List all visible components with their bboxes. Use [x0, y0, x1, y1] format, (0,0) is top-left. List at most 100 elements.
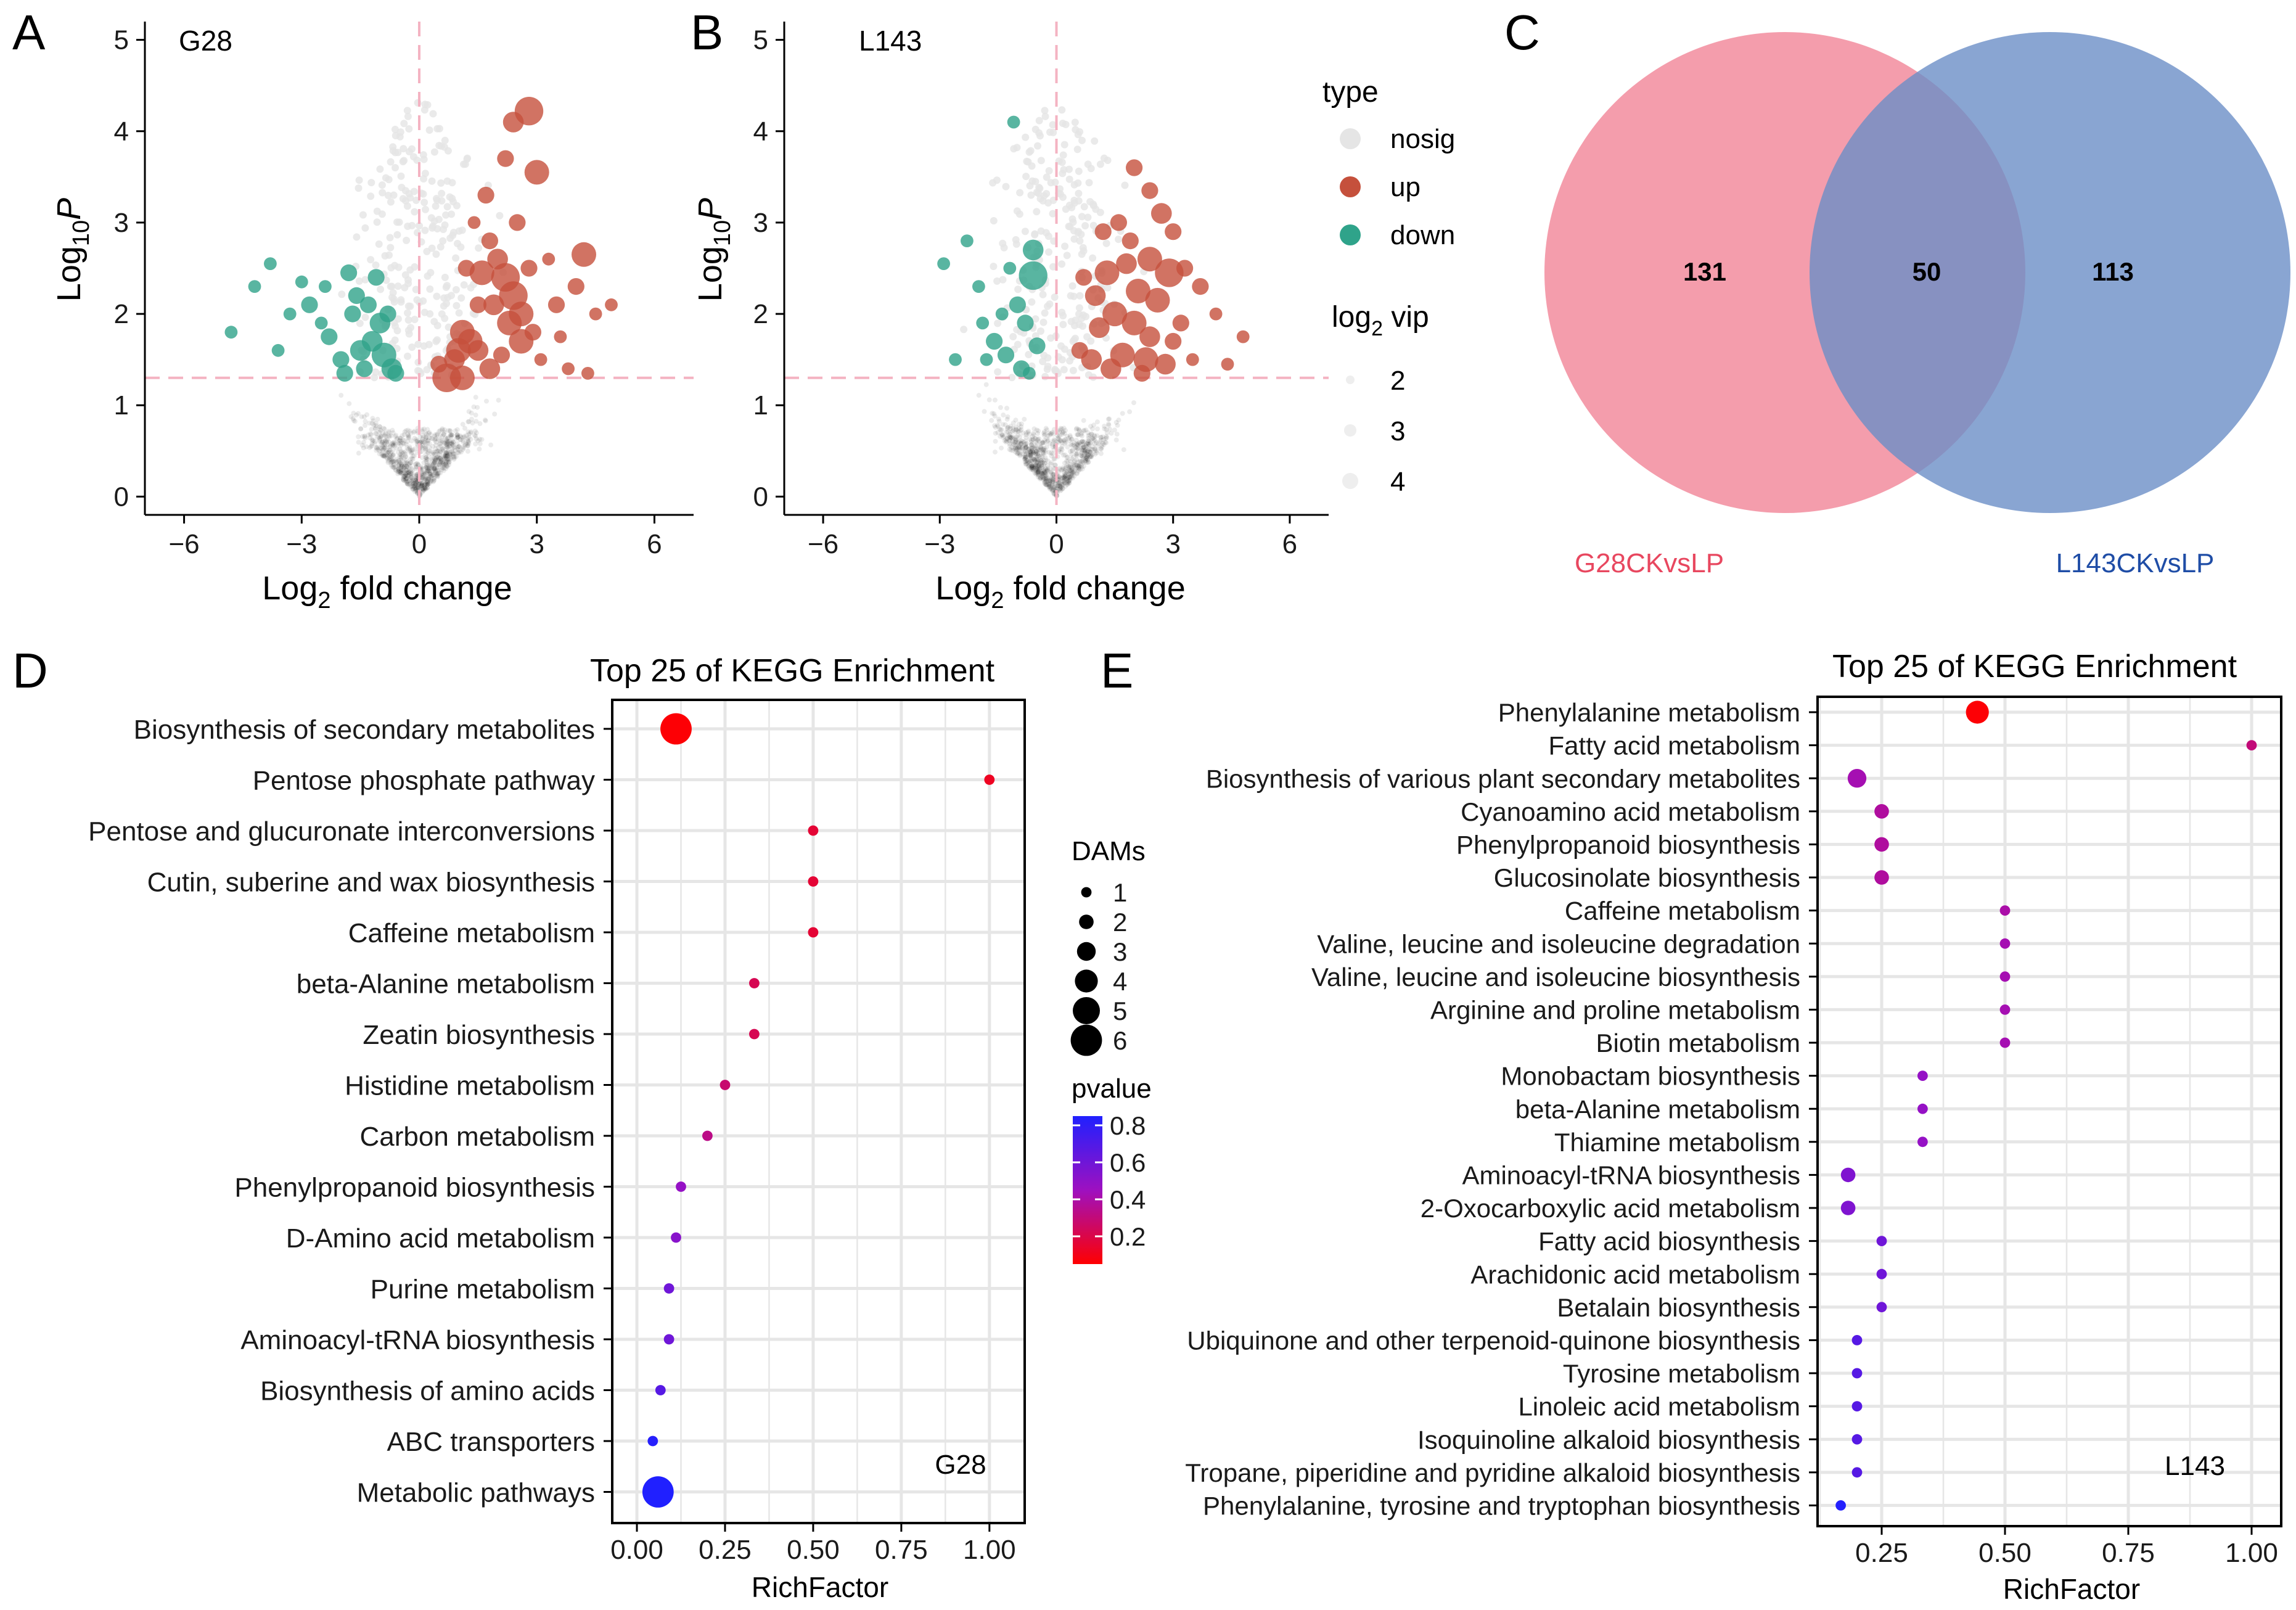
- nosig-point: [1042, 229, 1050, 237]
- legend-type-title: type: [1322, 76, 1379, 109]
- nosig-point: [1023, 445, 1029, 450]
- pvalue-colorbar: [1073, 1116, 1102, 1264]
- nosig-point: [387, 456, 393, 461]
- nosig-point: [447, 454, 453, 460]
- nosig-point: [1029, 442, 1034, 448]
- nosig-point: [1030, 463, 1035, 469]
- nosig-point: [1026, 447, 1031, 453]
- nosig-point: [1085, 460, 1091, 465]
- nosig-point: [1089, 436, 1094, 442]
- nosig-point: [461, 440, 466, 445]
- nosig-point: [438, 459, 443, 464]
- nosig-point: [437, 462, 442, 467]
- nosig-point: [381, 453, 387, 459]
- nosig-point: [465, 443, 470, 449]
- nosig-point: [1033, 456, 1039, 461]
- nosig-point: [436, 454, 441, 460]
- y-tick-label: 4: [753, 117, 768, 147]
- nosig-point: [444, 464, 449, 469]
- nosig-point: [452, 455, 457, 461]
- nosig-point: [425, 450, 430, 456]
- nosig-point: [1048, 474, 1054, 480]
- nosig-point: [1006, 425, 1011, 430]
- nosig-point: [1026, 182, 1034, 190]
- nosig-point: [413, 487, 419, 492]
- nosig-point: [426, 475, 432, 481]
- nosig-point: [414, 439, 420, 445]
- nosig-point: [466, 441, 472, 446]
- nosig-point: [473, 413, 478, 418]
- nosig-point: [391, 441, 396, 446]
- nosig-point: [422, 475, 428, 480]
- category-label: 2-Oxocarboxylic acid metabolism: [1421, 1194, 1800, 1223]
- nosig-point: [1031, 426, 1037, 432]
- nosig-point: [435, 457, 441, 462]
- nosig-point: [454, 432, 460, 438]
- nosig-point: [410, 456, 416, 462]
- nosig-point: [1038, 445, 1044, 451]
- nosig-point: [407, 482, 412, 487]
- nosig-point: [1039, 197, 1047, 205]
- nosig-point: [1060, 482, 1066, 487]
- nosig-point: [441, 468, 446, 474]
- nosig-point: [1041, 462, 1046, 468]
- nosig-point: [1045, 167, 1053, 175]
- nosig-point: [380, 444, 385, 450]
- nosig-point: [451, 442, 456, 448]
- nosig-point: [1041, 447, 1046, 453]
- nosig-point: [1046, 478, 1051, 483]
- nosig-point: [1020, 430, 1026, 436]
- nosig-point: [431, 450, 436, 456]
- category-label: Biotin metabolism: [1596, 1029, 1800, 1058]
- x-tick-label: 3: [529, 529, 544, 559]
- nosig-point: [465, 429, 471, 435]
- nosig-point: [1006, 438, 1012, 443]
- nosig-point: [434, 472, 440, 478]
- nosig-point: [1035, 117, 1043, 125]
- nosig-point: [392, 164, 399, 171]
- nosig-point: [1065, 478, 1071, 484]
- nosig-point: [386, 449, 392, 454]
- nosig-point: [413, 486, 419, 491]
- nosig-point: [377, 424, 383, 430]
- nosig-point: [431, 466, 437, 471]
- nosig-point: [1025, 450, 1030, 456]
- nosig-point: [1039, 459, 1045, 465]
- nosig-point: [1048, 461, 1054, 467]
- y-label-log: Log: [51, 246, 88, 302]
- nosig-point: [1015, 446, 1020, 451]
- nosig-point: [1017, 428, 1023, 433]
- nosig-point: [403, 451, 408, 457]
- nosig-point: [1043, 466, 1048, 471]
- nosig-point: [443, 456, 449, 461]
- up-point: [469, 260, 494, 285]
- nosig-point: [440, 448, 446, 454]
- nosig-point: [1099, 446, 1104, 452]
- nosig-point: [1059, 440, 1065, 445]
- nosig-point: [1061, 475, 1067, 480]
- nosig-point: [1068, 459, 1073, 464]
- nosig-point: [1088, 440, 1093, 446]
- nosig-point: [426, 310, 434, 318]
- nosig-point: [1077, 429, 1082, 433]
- up-point: [1094, 223, 1112, 240]
- nosig-point: [1040, 450, 1046, 455]
- category-label: Linoleic acid metabolism: [1518, 1392, 1800, 1421]
- nosig-point: [1060, 466, 1065, 472]
- nosig-point: [393, 327, 401, 335]
- nosig-point: [1056, 474, 1062, 479]
- nosig-point: [401, 456, 407, 461]
- nosig-point: [1075, 446, 1080, 451]
- legend-vip-3-key: [1344, 424, 1356, 437]
- nosig-point: [1063, 474, 1068, 479]
- nosig-point: [393, 441, 398, 446]
- enrichment-point: [702, 1130, 713, 1141]
- nosig-point: [435, 453, 441, 459]
- nosig-point: [419, 455, 425, 460]
- nosig-point: [1028, 453, 1034, 458]
- nosig-point: [1084, 460, 1089, 465]
- nosig-point: [413, 488, 418, 493]
- nosig-point: [1033, 471, 1039, 477]
- nosig-point: [1096, 441, 1101, 446]
